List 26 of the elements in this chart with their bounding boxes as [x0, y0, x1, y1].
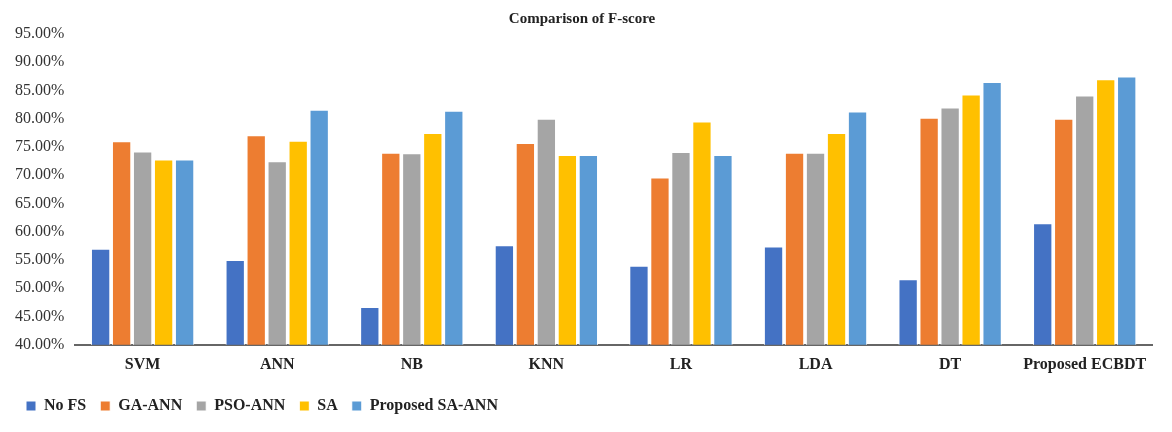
y-tick-label: 75.00%: [15, 137, 65, 155]
chart-title: Comparison of F-score: [508, 9, 656, 26]
x-tick-label: Proposed ECBDT: [1023, 354, 1147, 373]
legend-label: GA-ANN: [118, 396, 183, 414]
y-tick-label: 60.00%: [15, 221, 65, 239]
legend-label: PSO-ANN: [214, 396, 286, 414]
legend-label: Proposed SA-ANN: [369, 396, 499, 415]
y-tick-label: 95.00%: [15, 24, 65, 42]
x-tick-label: SVM: [124, 354, 161, 372]
y-tick-label: 50.00%: [15, 278, 65, 296]
x-tick-label: DT: [939, 354, 962, 372]
y-tick-label: 45.00%: [15, 306, 65, 324]
x-tick-label: LDA: [798, 354, 833, 372]
legend-label: No FS: [44, 396, 87, 414]
y-tick-label: 55.00%: [15, 250, 65, 268]
legend-label: SA: [317, 396, 339, 414]
y-tick-label: 70.00%: [15, 165, 65, 183]
y-tick-label: 80.00%: [15, 108, 65, 126]
x-tick-label: NB: [400, 354, 424, 372]
x-tick-label: KNN: [528, 354, 565, 372]
y-tick-label: 65.00%: [15, 193, 65, 211]
y-tick-label: 90.00%: [15, 52, 65, 70]
y-tick-label: 85.00%: [15, 80, 65, 98]
y-tick-label: 40.00%: [15, 335, 65, 352]
x-tick-label: LR: [669, 354, 693, 372]
x-tick-label: ANN: [259, 354, 295, 372]
